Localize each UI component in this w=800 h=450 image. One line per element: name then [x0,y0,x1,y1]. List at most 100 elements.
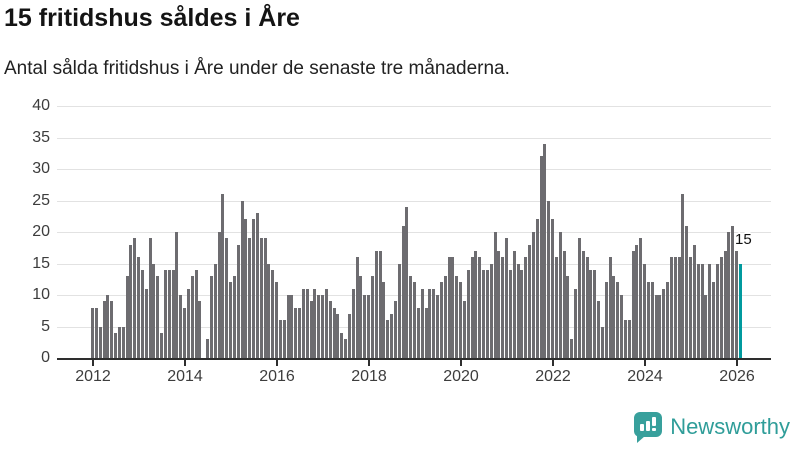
bar [255,213,259,358]
bar [221,194,225,358]
bar [646,282,650,358]
bar [681,194,685,358]
x-axis-tick-label: 2016 [259,368,295,385]
bar [114,332,118,358]
bar [167,269,171,358]
bar [240,200,244,358]
bar [267,263,271,358]
bar [735,250,739,358]
bar [252,219,256,358]
bar [485,269,489,358]
bar [570,339,574,358]
bar [562,250,566,358]
bar [428,288,432,358]
bar [94,307,98,358]
bar [501,257,505,358]
bar [409,276,413,358]
y-axis-tick-label: 40 [32,97,50,114]
bar [516,263,520,358]
bar [405,206,409,358]
y-axis-tick-label: 25 [32,191,50,209]
bar [604,282,608,358]
bar [612,276,616,358]
bar [351,288,355,358]
bar [631,250,635,358]
bar [190,276,194,358]
bar [321,295,325,358]
bar [535,219,539,358]
chart-subtitle: Antal sålda fritidshus i Åre under de se… [4,58,510,79]
bar [236,244,240,358]
bar [102,301,106,358]
bar [275,282,279,358]
bar [531,232,535,358]
newsworthy-chart-bubble-icon [634,412,663,443]
bar [309,301,313,358]
x-axis-tick [552,360,554,366]
gridline [57,232,771,233]
bar [719,257,723,358]
bar [520,269,524,358]
bar [160,332,164,358]
bar [424,307,428,358]
bar [294,307,298,358]
bar [731,225,735,358]
bar [301,288,305,358]
bar [723,250,727,358]
bar [175,232,179,358]
bar [286,295,290,358]
bar [397,263,401,358]
bar [577,238,581,358]
bar [386,320,390,358]
x-axis-tick [368,360,370,366]
bar [432,288,436,358]
bar [727,232,731,358]
bar [359,276,363,358]
bar [524,257,528,358]
bar [121,326,125,358]
bar [263,238,267,358]
bar [451,257,455,358]
bar [635,244,639,358]
bar [539,156,543,358]
bar [623,320,627,358]
bar [512,250,516,358]
bar [554,257,558,358]
bar [443,276,447,358]
x-axis-tick-label: 2024 [627,368,663,385]
x-axis-line [57,358,771,360]
page-title: 15 fritidshus såldes i Åre [4,4,300,32]
bar [677,257,681,358]
bar [597,301,601,358]
bar [600,326,604,358]
bar [393,301,397,358]
gridline [57,263,771,265]
bar [666,282,670,358]
x-axis-tick [92,360,94,366]
bar [217,232,221,358]
bar [340,332,344,358]
bar [420,288,424,358]
x-axis-tick-label: 2026 [719,368,755,385]
bar [271,269,275,358]
bar [198,301,202,358]
last-value-label: 15 [735,231,752,248]
bar [225,238,229,358]
x-axis-tick-label: 2018 [351,368,387,385]
x-axis-tick [276,360,278,366]
bar [98,326,102,358]
bar [482,269,486,358]
bar [259,238,263,358]
bar [313,288,317,358]
bar [669,257,673,358]
gridline [57,169,771,170]
bar [91,307,95,358]
bar [413,282,417,358]
bar [401,225,405,358]
bar [581,250,585,358]
bar [508,269,512,358]
bar [416,307,420,358]
bar [685,225,689,358]
bar [439,282,443,358]
bar [566,276,570,358]
